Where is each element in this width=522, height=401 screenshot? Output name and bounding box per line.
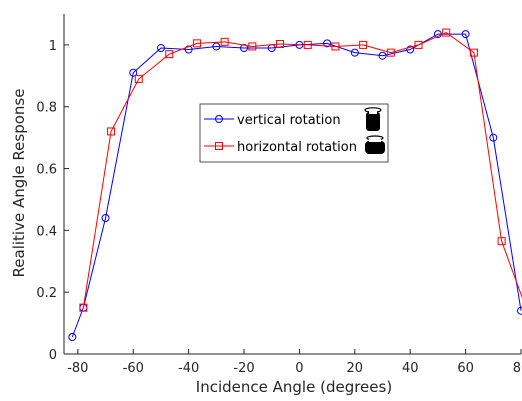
data-point (331, 42, 340, 51)
horizontal-device-icon (365, 135, 385, 154)
x-tick-label: 20 (347, 361, 364, 376)
data-point (442, 28, 451, 37)
data-point (414, 40, 423, 49)
x-tick-label: -40 (178, 361, 199, 376)
data-point (517, 306, 522, 315)
data-point (489, 133, 498, 142)
y-tick-label: 0 (49, 348, 57, 363)
data-point (406, 45, 415, 54)
legend-label-vertical: vertical rotation (237, 113, 341, 128)
data-point (497, 237, 506, 246)
plot-area (63, 14, 521, 355)
y-tick-label: 0.8 (36, 101, 57, 116)
x-tick-label: 0 (295, 361, 303, 376)
data-point (378, 51, 387, 60)
x-axis: -80 -60 -40 -20 0 20 40 60 80 (67, 349, 522, 376)
y-axis: 0 0.2 0.4 0.6 0.8 1 (36, 39, 69, 363)
data-point (359, 40, 368, 49)
series-horizontal-rotation (79, 28, 522, 312)
data-point (220, 37, 229, 46)
x-tick-label: -20 (233, 361, 254, 376)
y-tick-label: 1 (49, 39, 57, 54)
x-axis-title: Incidence Angle (degrees) (196, 378, 392, 396)
legend-box (199, 103, 389, 163)
data-point (433, 30, 442, 39)
x-tick-label: 80 (513, 361, 522, 376)
data-point (469, 48, 478, 57)
data-point (212, 42, 221, 51)
data-point (156, 44, 165, 52)
y-tick-label: 0.4 (36, 224, 57, 239)
data-point (276, 39, 285, 48)
series-layer (68, 28, 522, 341)
x-tick-label: -60 (123, 361, 144, 376)
data-point (107, 127, 116, 136)
y-axis-title: Realitive Angle Response (10, 89, 28, 278)
y-tick-label: 0.6 (36, 163, 57, 178)
data-point (101, 214, 110, 222)
data-point (68, 333, 77, 341)
data-point (303, 40, 312, 49)
data-point (323, 39, 332, 48)
data-point (248, 42, 257, 51)
legend-label-horizontal: horizontal rotation (237, 140, 357, 155)
legend-marker-horizontal (215, 142, 223, 150)
x-tick-label: -80 (67, 361, 88, 376)
data-point (134, 74, 143, 83)
data-point (350, 48, 359, 57)
x-tick-label: 40 (402, 361, 419, 376)
data-point (386, 48, 395, 57)
legend: vertical rotation horizontal rotation (199, 103, 389, 163)
data-point (129, 68, 138, 77)
data-point (79, 303, 88, 312)
x-tick-label: 60 (457, 361, 474, 376)
y-tick-label: 0.2 (36, 286, 57, 301)
data-point (184, 45, 193, 54)
data-point (240, 44, 249, 52)
data-point (461, 30, 470, 39)
series-line (82, 31, 522, 308)
data-point (192, 39, 201, 48)
legend-marker-vertical (215, 115, 223, 123)
vertical-device-icon (364, 107, 382, 131)
data-point (165, 50, 174, 59)
